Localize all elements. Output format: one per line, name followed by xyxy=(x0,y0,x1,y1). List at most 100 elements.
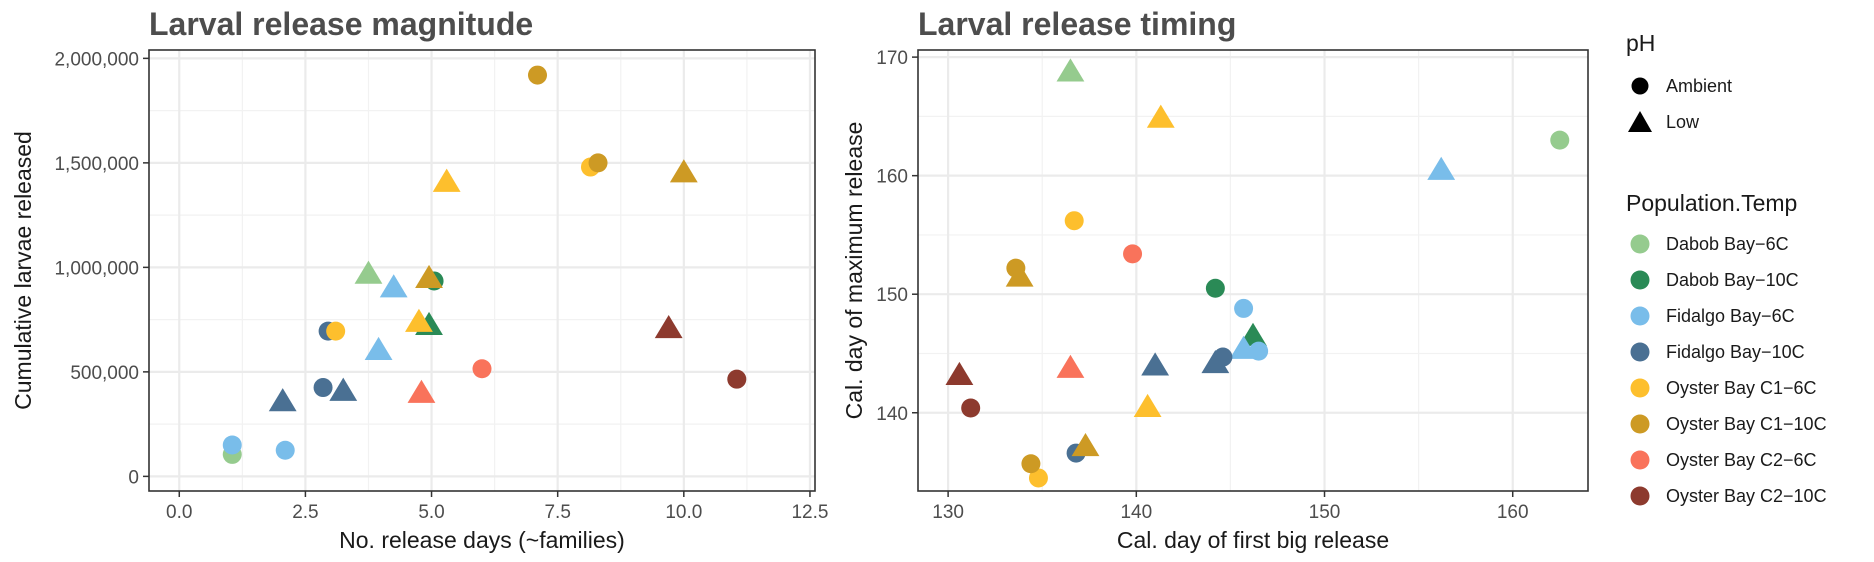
panel-timing: 130 140 150 160 140 150 160 170 Cal. day of firs… xyxy=(841,48,1589,553)
circle-icon xyxy=(1626,72,1654,100)
x-tick-label: 160 xyxy=(1497,502,1529,523)
data-point-triangle xyxy=(669,159,698,183)
data-point-triangle xyxy=(268,388,297,412)
data-point-circle xyxy=(588,153,608,173)
data-point-circle xyxy=(222,435,242,455)
data-point-triangle xyxy=(1146,104,1175,128)
data-point-triangle xyxy=(1056,354,1085,378)
x-axis-title: Cal. day of first big release xyxy=(1117,527,1389,553)
legend-item-population-temp: Dabob Bay−10C xyxy=(1626,266,1799,294)
legend-label: Oyster Bay C2−6C xyxy=(1666,449,1817,470)
y-tick-label: 0 xyxy=(128,467,139,488)
data-point-circle xyxy=(528,65,547,85)
data-point-circle xyxy=(326,321,346,341)
data-point-circle xyxy=(1028,468,1048,488)
color-dot-icon xyxy=(1626,266,1654,294)
data-point-circle xyxy=(961,398,981,418)
color-dot-icon xyxy=(1626,410,1654,438)
data-point-triangle xyxy=(1005,263,1034,287)
y-tick-label: 2,000,000 xyxy=(54,49,139,70)
y-tick-label: 140 xyxy=(876,404,908,425)
triangle-icon xyxy=(1626,108,1654,136)
legend-item-population-temp: Dabob Bay−6C xyxy=(1626,230,1789,258)
data-point-triangle xyxy=(329,377,358,401)
legend-item-population-temp: Oyster Bay C1−6C xyxy=(1626,374,1817,402)
x-tick-label: 130 xyxy=(932,502,964,523)
x-tick-label: 5.0 xyxy=(418,502,444,523)
color-dot-icon xyxy=(1626,230,1654,258)
y-tick-label: 500,000 xyxy=(70,363,139,384)
x-tick-label: 0.0 xyxy=(166,502,192,523)
data-point-circle xyxy=(1550,130,1570,150)
data-point-circle xyxy=(1123,244,1143,264)
chart-title-timing: Larval release timing xyxy=(918,6,1237,42)
color-dot-icon xyxy=(1626,302,1654,330)
color-dot-icon xyxy=(1626,446,1654,474)
legend-label: Ambient xyxy=(1666,75,1733,96)
legend-item-population-temp: Oyster Bay C1−10C xyxy=(1626,410,1827,438)
legend-title-ph: pH xyxy=(1626,30,1656,56)
panel-border xyxy=(917,49,1589,492)
data-point-circle xyxy=(313,378,333,398)
x-tick-label: 150 xyxy=(1309,502,1341,523)
panel-magnitude: 0.0 2.5 5.0 7.5 10.0 12.5 0 500,000 1,000,000 1,5… xyxy=(10,49,828,553)
x-tick-label: 10.0 xyxy=(665,502,702,523)
legend-label: Oyster Bay C1−10C xyxy=(1666,413,1827,434)
legend-label: Oyster Bay C2−10C xyxy=(1666,485,1827,506)
data-point-triangle xyxy=(1427,156,1456,180)
data-point-triangle xyxy=(945,361,974,385)
data-point-triangle xyxy=(379,274,408,298)
legend-item-ambient: Ambient xyxy=(1626,72,1732,100)
color-dot-icon xyxy=(1626,338,1654,366)
legend-title-population-temp: Population.Temp xyxy=(1626,190,1798,216)
y-tick-label: 1,500,000 xyxy=(54,154,139,175)
data-point-circle xyxy=(275,440,295,460)
data-point-triangle xyxy=(1133,393,1162,417)
x-tick-label: 140 xyxy=(1120,502,1152,523)
y-axis-title: Cumulative larvae released xyxy=(10,131,36,410)
data-point-triangle xyxy=(654,314,683,339)
data-point-triangle xyxy=(1056,58,1085,82)
data-point-triangle xyxy=(407,379,436,403)
y-tick-label: 160 xyxy=(876,167,908,188)
x-axis-title: No. release days (~families) xyxy=(339,527,625,553)
data-point-triangle xyxy=(354,260,383,284)
data-point-circle xyxy=(472,359,492,379)
y-axis-title: Cal. day of maximum release xyxy=(841,122,867,420)
data-point-triangle xyxy=(1229,335,1258,359)
chart-title-magnitude: Larval release magnitude xyxy=(149,6,534,42)
data-point-triangle xyxy=(405,308,433,332)
x-tick-label: 7.5 xyxy=(544,502,570,523)
x-tick-label: 12.5 xyxy=(791,502,828,523)
legend-label: Fidalgo Bay−6C xyxy=(1666,305,1795,326)
legend-item-low: Low xyxy=(1626,108,1699,136)
legend-label: Low xyxy=(1666,111,1700,132)
legend-item-population-temp: Oyster Bay C2−6C xyxy=(1626,446,1817,474)
legend-label: Dabob Bay−6C xyxy=(1666,233,1789,254)
data-point-circle xyxy=(727,369,747,389)
data-point-triangle xyxy=(415,264,443,288)
legend-item-population-temp: Oyster Bay C2−10C xyxy=(1626,482,1827,510)
data-point-triangle xyxy=(1201,349,1230,374)
data-point-circle xyxy=(1205,278,1225,298)
y-tick-label: 150 xyxy=(876,285,908,306)
panel-border xyxy=(148,49,816,492)
data-point-triangle xyxy=(1141,352,1170,376)
data-point-circle xyxy=(1064,211,1084,231)
color-dot-icon xyxy=(1626,374,1654,402)
legend-label: Dabob Bay−10C xyxy=(1666,269,1799,290)
legend-item-population-temp: Fidalgo Bay−6C xyxy=(1626,302,1795,330)
data-point-triangle xyxy=(1071,432,1100,457)
y-tick-label: 1,000,000 xyxy=(54,258,139,279)
legend-label: Fidalgo Bay−10C xyxy=(1666,341,1805,362)
data-point-triangle xyxy=(364,336,393,361)
legend-label: Oyster Bay C1−6C xyxy=(1666,377,1817,398)
data-point-circle xyxy=(1234,298,1254,318)
y-tick-label: 170 xyxy=(876,48,908,69)
data-point-triangle xyxy=(432,168,461,192)
color-dot-icon xyxy=(1626,482,1654,510)
x-tick-label: 2.5 xyxy=(292,502,318,523)
data-point-circle xyxy=(1021,454,1041,474)
legend-item-population-temp: Fidalgo Bay−10C xyxy=(1626,338,1805,366)
